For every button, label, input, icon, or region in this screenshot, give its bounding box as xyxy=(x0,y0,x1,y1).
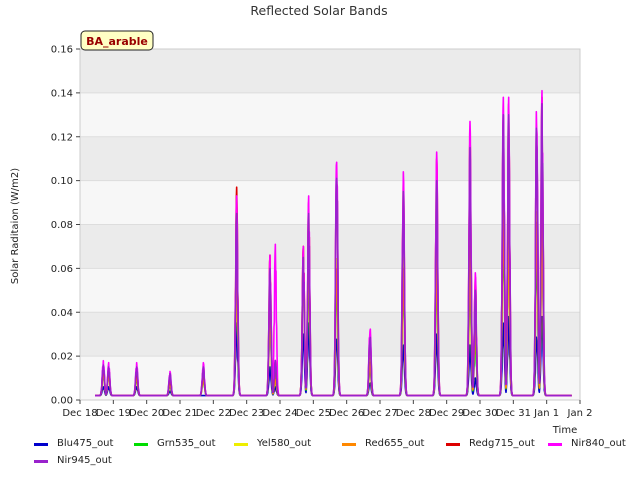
legend-swatch xyxy=(342,443,356,446)
x-axis-label: Time xyxy=(552,425,577,436)
x-tick-label: Jan 1 xyxy=(533,408,559,419)
y-axis-ticks: 0.00 0.02 0.04 0.06 0.08 0.10 0.12 0.14 0.16 xyxy=(51,45,80,407)
x-tick-label: Dec 18 xyxy=(62,408,97,419)
x-tick-label: Dec 21 xyxy=(162,408,197,419)
x-tick-label: Dec 19 xyxy=(96,408,131,419)
badge-label: BA_arable xyxy=(86,35,148,48)
series-line-nir945_out xyxy=(94,103,573,397)
y-tick-label: 0.06 xyxy=(51,264,73,275)
grid-band xyxy=(80,224,580,269)
grid-band xyxy=(80,49,580,93)
x-tick-label: Dec 24 xyxy=(262,408,297,419)
grid-band xyxy=(80,356,580,400)
legend-label: Nir840_out xyxy=(571,438,626,449)
grid-band xyxy=(80,268,580,313)
x-tick-label: Dec 27 xyxy=(362,408,397,419)
legend-label: Yel580_out xyxy=(257,438,312,449)
legend-swatch xyxy=(34,443,48,446)
grid-band xyxy=(80,180,580,225)
legend-label: Red655_out xyxy=(365,438,425,449)
grid-band xyxy=(80,92,580,137)
x-tick-label: Dec 20 xyxy=(129,408,164,419)
legend-label: Redg715_out xyxy=(469,438,535,449)
y-tick-label: 0.10 xyxy=(51,176,73,187)
x-tick-label: Dec 22 xyxy=(196,408,231,419)
legend-label: Blu475_out xyxy=(57,438,114,449)
background-bands xyxy=(80,48,580,401)
y-axis-label: Solar Raditaion (W/m2) xyxy=(10,168,21,284)
y-tick-label: 0.00 xyxy=(51,396,73,407)
badge: BA_arable xyxy=(80,30,154,51)
y-tick-label: 0.16 xyxy=(51,45,73,56)
legend-swatch xyxy=(234,443,248,446)
x-tick-label: Dec 23 xyxy=(229,408,264,419)
y-tick-label: 0.14 xyxy=(51,88,73,99)
grid-band xyxy=(80,312,580,357)
chart-title: Reflected Solar Bands xyxy=(250,3,387,18)
legend-label: Nir945_out xyxy=(57,455,112,466)
legend-swatch xyxy=(134,443,148,446)
x-tick-label: Dec 30 xyxy=(462,408,497,419)
badge-box xyxy=(80,30,154,51)
y-tick-label: 0.12 xyxy=(51,132,73,143)
series-layer xyxy=(94,89,573,397)
legend-swatch xyxy=(548,443,562,446)
x-tick-label: Dec 28 xyxy=(396,408,431,419)
grid-band xyxy=(80,136,580,181)
x-tick-label: Dec 25 xyxy=(296,408,331,419)
x-tick-label: Dec 31 xyxy=(496,408,531,419)
legend-swatch xyxy=(34,460,48,463)
x-tick-label: Jan 2 xyxy=(567,408,593,419)
x-tick-label: Dec 26 xyxy=(329,408,364,419)
y-tick-label: 0.02 xyxy=(51,352,73,363)
x-tick-label: Dec 29 xyxy=(429,408,464,419)
legend-swatch xyxy=(446,443,460,446)
y-tick-label: 0.08 xyxy=(51,220,73,231)
y-tick-label: 0.04 xyxy=(51,308,73,319)
legend-label: Grn535_out xyxy=(157,438,216,449)
